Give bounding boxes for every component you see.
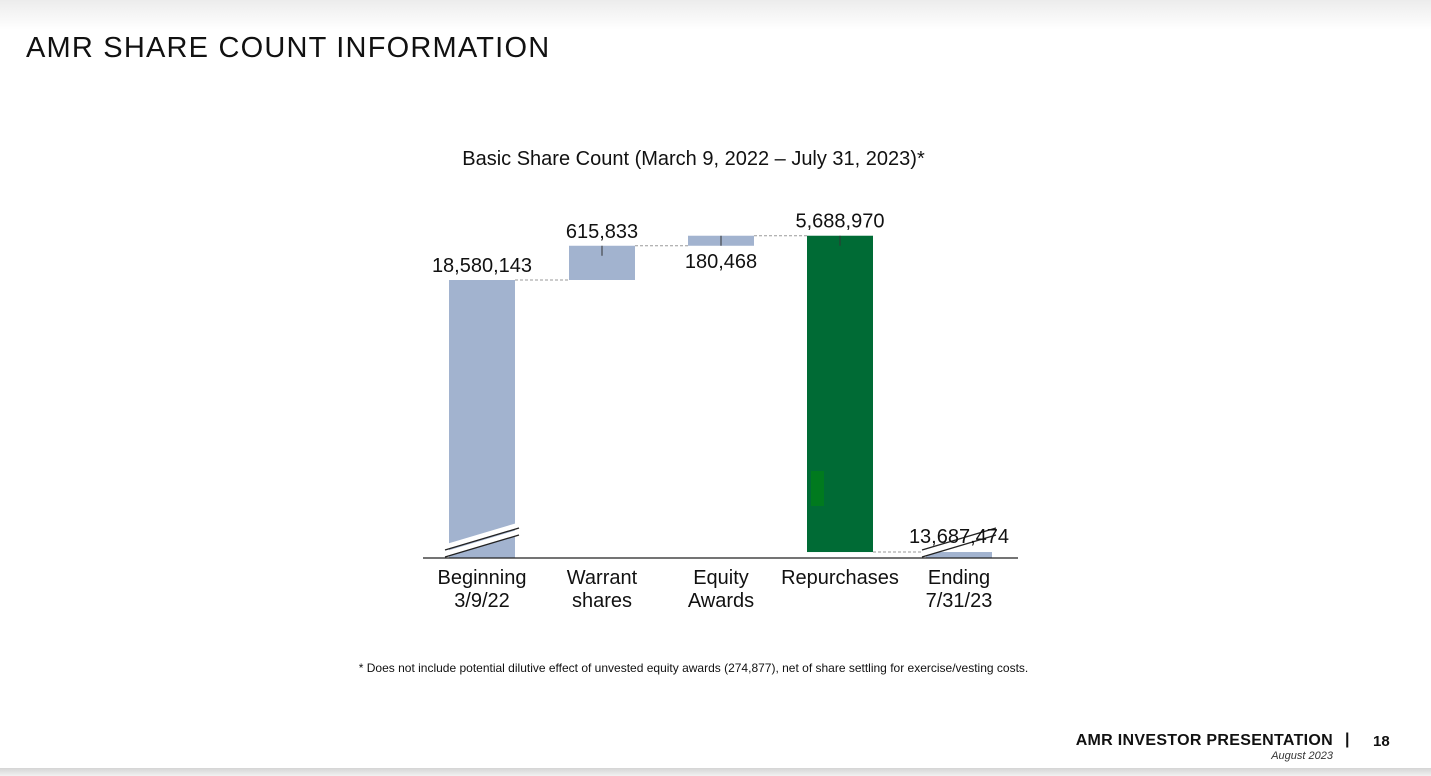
axis-break-gap	[444, 529, 520, 557]
category-label: Beginning	[438, 567, 527, 589]
bar-0	[449, 280, 515, 558]
axis-break-gap	[921, 522, 997, 550]
data-label: 615,833	[566, 221, 638, 243]
category-label: Warrant	[567, 567, 638, 589]
category-label: Equity	[693, 567, 749, 589]
footer-separator: |	[1345, 731, 1350, 748]
footer-date: August 2023	[1271, 750, 1333, 762]
category-label: Ending	[928, 567, 990, 589]
data-label: 13,687,474	[909, 526, 1009, 548]
category-label: Awards	[688, 590, 754, 612]
axis-break-gap	[921, 529, 997, 557]
data-label: 18,580,143	[432, 255, 532, 277]
data-label: 5,688,970	[796, 211, 885, 233]
page-number: 18	[1373, 733, 1390, 750]
data-label: 180,468	[685, 251, 757, 273]
axis-break-slash	[444, 534, 520, 558]
category-label: 7/31/23	[926, 590, 993, 612]
category-label: shares	[572, 590, 632, 612]
axis-break-gap	[444, 522, 520, 550]
accent-mark	[811, 471, 824, 506]
footnote: * Does not include potential dilutive ef…	[358, 661, 1029, 675]
slide-title: AMR SHARE COUNT INFORMATION	[26, 32, 551, 64]
axis-break-slash	[921, 534, 997, 558]
bottom-rule	[0, 768, 1431, 776]
axis-break-slash	[444, 527, 520, 551]
category-label: 3/9/22	[454, 590, 510, 612]
chart-title: Basic Share Count (March 9, 2022 – July …	[462, 148, 925, 170]
bar-4	[926, 552, 992, 558]
category-label: Repurchases	[781, 567, 899, 589]
top-band	[0, 0, 1431, 30]
footer-presentation-title: AMR INVESTOR PRESENTATION	[1075, 732, 1333, 749]
axis-break-slash	[921, 527, 997, 551]
